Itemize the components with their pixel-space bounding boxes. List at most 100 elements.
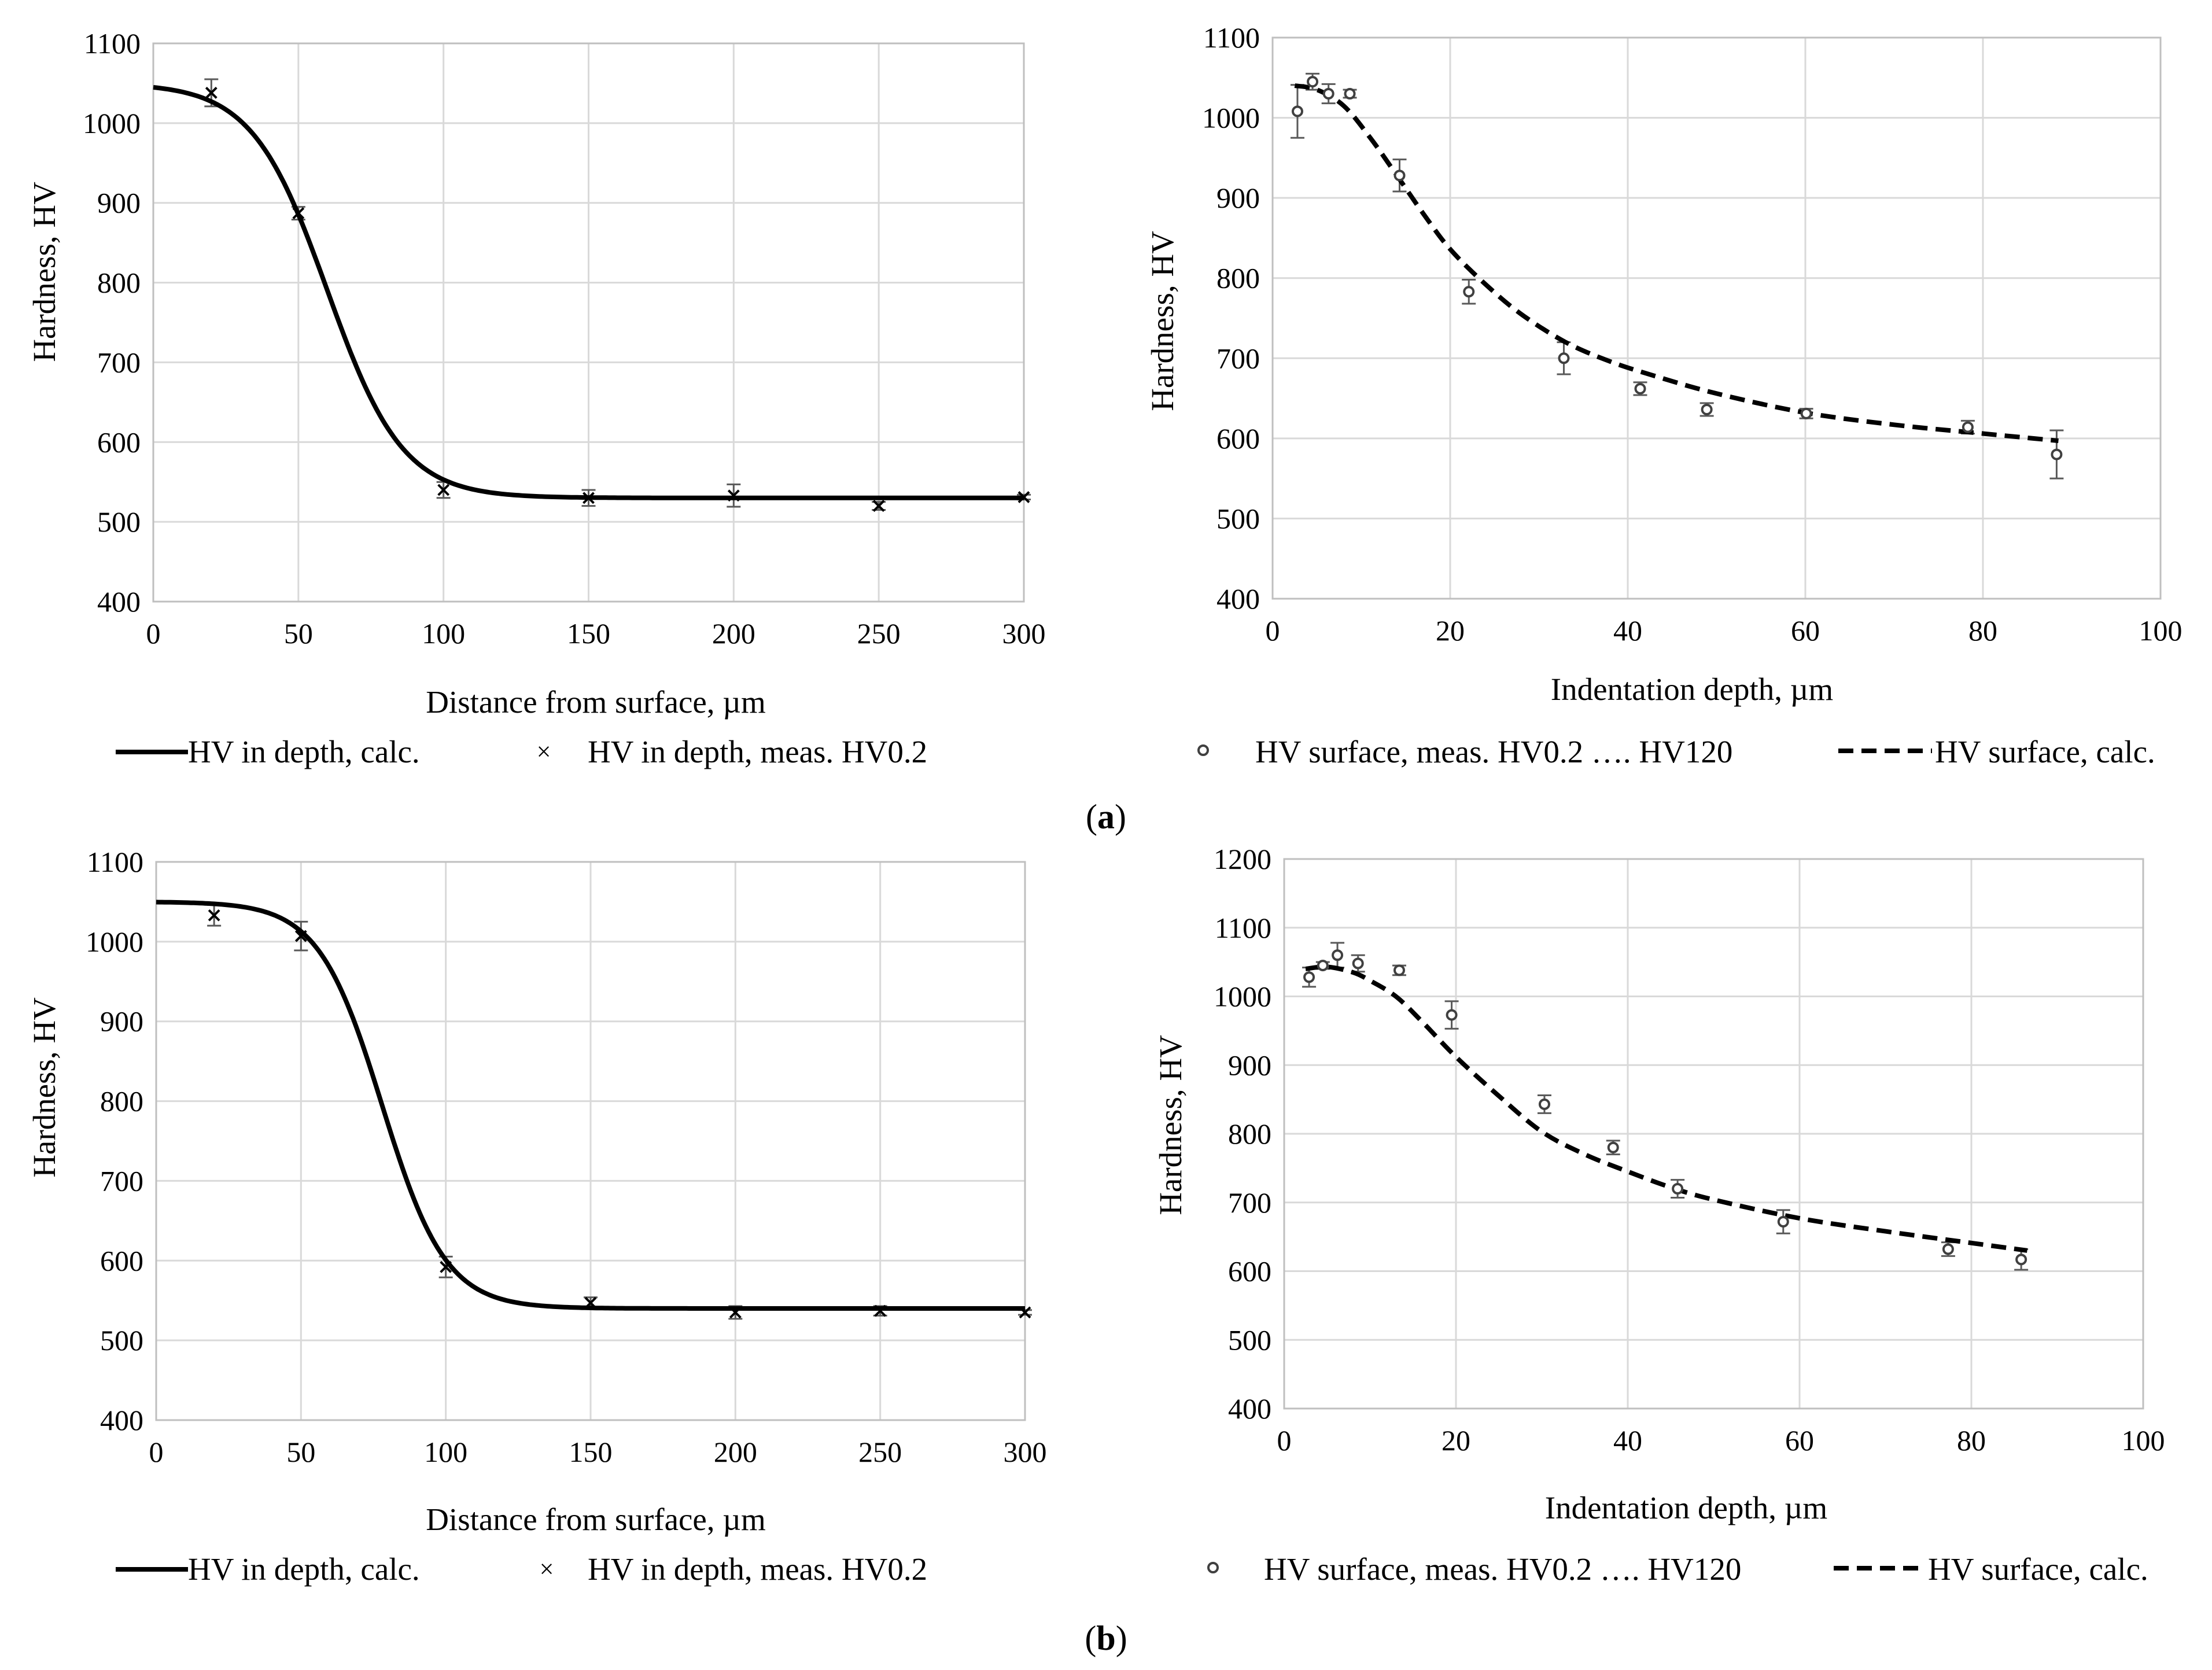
data-point-meas bbox=[727, 489, 740, 502]
data-point-meas bbox=[292, 207, 305, 220]
series-line-calc-dashed bbox=[1294, 83, 2059, 443]
y-tick-label: 700 bbox=[1216, 342, 1260, 374]
data-point-meas bbox=[1672, 1183, 1684, 1195]
data-point-meas bbox=[1777, 1216, 1789, 1227]
y-axis-title: Hardness, HV bbox=[27, 182, 62, 362]
x-tick-label: 100 bbox=[2139, 614, 2182, 647]
data-point-meas bbox=[1017, 491, 1030, 503]
data-point-meas bbox=[874, 1304, 887, 1317]
panel-label-a: (a) bbox=[1086, 798, 1126, 836]
x-tick-label: 0 bbox=[1266, 614, 1280, 647]
x-tick-label: 200 bbox=[712, 617, 755, 650]
data-point-meas bbox=[1607, 1141, 1619, 1153]
data-point-meas bbox=[1800, 407, 1812, 419]
y-axis-title: Hardness, HV bbox=[1145, 231, 1180, 411]
legend-swatch-meas-marker bbox=[1197, 744, 1209, 756]
y-tick-label: 900 bbox=[1216, 182, 1260, 214]
x-tick-label: 250 bbox=[857, 617, 901, 650]
data-point-meas bbox=[2015, 1254, 2027, 1266]
y-tick-labels: 400 500 600 700 800 900 1000 1100 bbox=[83, 27, 141, 618]
plot-frame bbox=[1271, 36, 2162, 600]
data-point-meas bbox=[584, 1296, 597, 1309]
y-tick-label: 400 bbox=[97, 585, 141, 618]
data-point-meas bbox=[729, 1306, 742, 1319]
legend-label-calc: HV in depth, calc. bbox=[188, 1551, 420, 1587]
panel-label-a-letter: a bbox=[1097, 798, 1115, 836]
y-tick-label: 500 bbox=[1228, 1324, 1271, 1356]
x-tick-label: 0 bbox=[146, 617, 161, 650]
plot-frame bbox=[1283, 858, 2144, 1410]
y-tick-labels: 400 500 600 700 800 900 1000 1100 1200 bbox=[1214, 843, 1271, 1425]
grid-layer bbox=[1283, 858, 2144, 1410]
chart-b-depth: 400 500 600 700 800 900 1000 1100 0 50 100 150 200 2… bbox=[27, 846, 1047, 1587]
data-point-meas bbox=[294, 930, 307, 942]
data-point-meas bbox=[1322, 88, 1334, 99]
data-point-meas bbox=[437, 484, 450, 496]
x-tick-label: 20 bbox=[1436, 614, 1465, 647]
error-bars bbox=[1302, 942, 2029, 1271]
frame-layer bbox=[1283, 858, 2144, 1410]
y-tick-label: 400 bbox=[1228, 1392, 1271, 1425]
x-tick-label: 20 bbox=[1442, 1424, 1470, 1457]
legend-swatch-meas-marker: × bbox=[537, 738, 551, 766]
y-tick-label: 700 bbox=[97, 346, 141, 378]
chart-a-depth: 400 500 600 700 800 900 1000 1100 0 50 100 150 200 2… bbox=[27, 27, 1046, 769]
legend-label-calc: HV surface, calc. bbox=[1928, 1551, 2148, 1587]
x-axis-title: Distance from surface, µm bbox=[426, 1502, 766, 1537]
x-tick-labels: 0 20 40 60 80 100 bbox=[1277, 1424, 2165, 1457]
x-tick-label: 80 bbox=[1957, 1424, 1986, 1457]
y-tick-label: 700 bbox=[1228, 1186, 1271, 1219]
x-tick-label: 100 bbox=[422, 617, 465, 650]
y-tick-label: 600 bbox=[100, 1244, 143, 1277]
x-axis-title: Distance from surface, µm bbox=[426, 684, 766, 720]
y-tick-label: 1000 bbox=[1202, 102, 1260, 134]
x-tick-label: 100 bbox=[2122, 1424, 2165, 1457]
data-lines bbox=[156, 899, 1025, 1311]
series-line-calc bbox=[156, 899, 1025, 1311]
y-tick-label: 900 bbox=[100, 1005, 143, 1038]
x-tick-label: 0 bbox=[1277, 1424, 1292, 1457]
x-tick-label: 150 bbox=[567, 617, 610, 650]
plot-frame bbox=[152, 42, 1025, 603]
legend-label-meas: HV surface, meas. HV0.2 …. HV120 bbox=[1264, 1551, 1741, 1587]
y-tick-label: 800 bbox=[1228, 1118, 1271, 1150]
legend: HV surface, meas. HV0.2 …. HV120 HV surf… bbox=[1197, 734, 2155, 769]
series-line-calc-dashed bbox=[1305, 964, 2028, 1253]
grid-layer bbox=[155, 861, 1026, 1421]
x-tick-labels: 0 50 100 150 200 250 300 bbox=[146, 617, 1046, 650]
x-tick-label: 300 bbox=[1004, 1436, 1047, 1468]
legend: HV surface, meas. HV0.2 …. HV120 HV surf… bbox=[1207, 1551, 2148, 1587]
panel-label-b: (b) bbox=[1085, 1619, 1127, 1657]
y-tick-label: 500 bbox=[97, 506, 141, 538]
y-tick-label: 1100 bbox=[1203, 21, 1260, 54]
frame-layer bbox=[152, 42, 1025, 603]
data-point-meas bbox=[872, 500, 885, 512]
y-axis-title: Hardness, HV bbox=[1153, 1035, 1188, 1215]
data-point-meas bbox=[208, 909, 220, 921]
x-tick-label: 50 bbox=[286, 1436, 315, 1468]
grid-layer bbox=[152, 42, 1025, 603]
legend: HV in depth, calc. × HV in depth, meas. … bbox=[116, 1551, 927, 1587]
y-tick-label: 1100 bbox=[84, 27, 141, 60]
legend-label-meas: HV surface, meas. HV0.2 …. HV120 bbox=[1255, 734, 1732, 769]
data-point-meas bbox=[1538, 1098, 1550, 1110]
y-tick-label: 1100 bbox=[87, 846, 143, 878]
data-point-meas bbox=[1463, 286, 1475, 298]
data-point-meas bbox=[1634, 382, 1646, 395]
x-tick-label: 250 bbox=[858, 1436, 902, 1468]
y-tick-label: 1100 bbox=[1215, 912, 1271, 944]
x-tick-label: 100 bbox=[424, 1436, 467, 1468]
data-point-meas bbox=[583, 492, 595, 504]
data-point-meas bbox=[1393, 169, 1406, 182]
x-tick-label: 50 bbox=[284, 617, 313, 650]
x-tick-labels: 0 50 100 150 200 250 300 bbox=[149, 1436, 1047, 1468]
legend-swatch-meas-marker bbox=[1207, 1562, 1219, 1573]
y-tick-label: 900 bbox=[1228, 1049, 1271, 1081]
data-markers bbox=[205, 87, 1030, 512]
y-tick-label: 1000 bbox=[83, 107, 141, 139]
x-tick-label: 0 bbox=[149, 1436, 164, 1468]
data-point-meas bbox=[1317, 960, 1329, 972]
data-point-meas bbox=[1393, 964, 1405, 976]
data-lines bbox=[1294, 83, 2059, 443]
